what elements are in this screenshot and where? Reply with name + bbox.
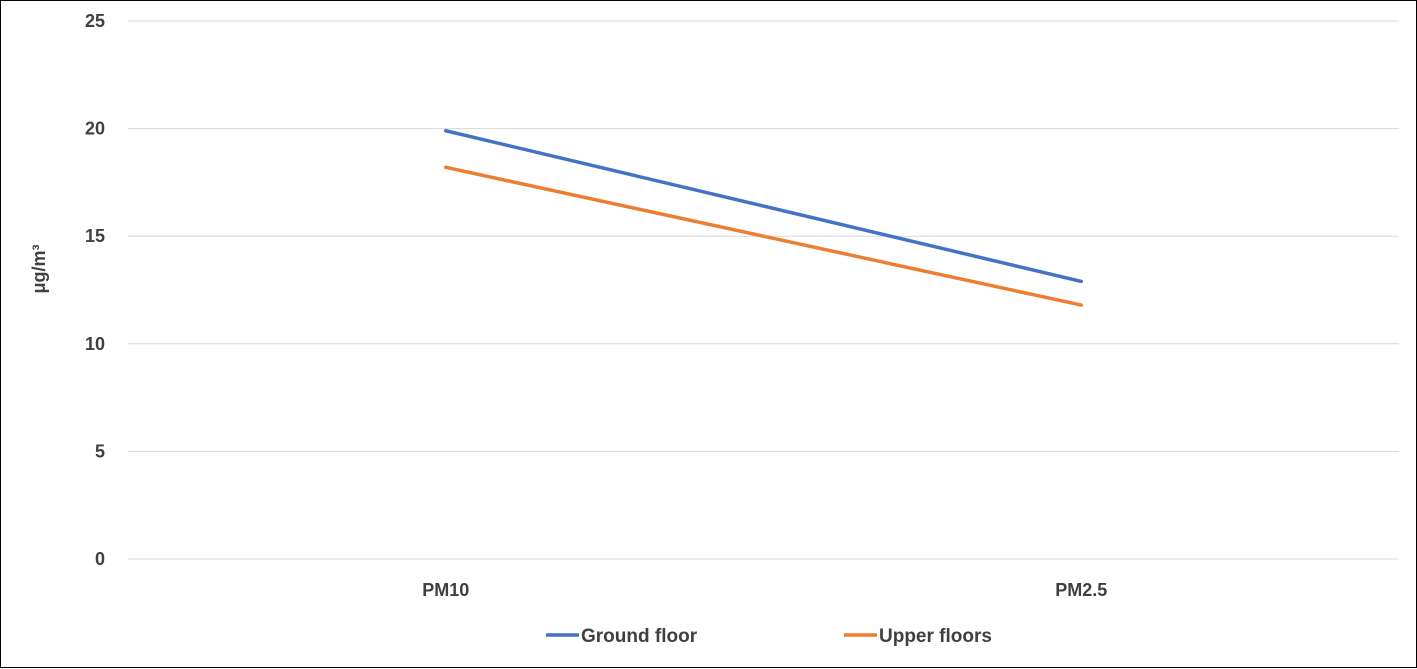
legend: Ground floor Upper floors	[546, 626, 992, 647]
y-tick-label: 5	[95, 441, 105, 461]
x-tick-label: PM10	[422, 580, 469, 600]
gridlines	[128, 20, 1399, 560]
y-tick-label: 20	[85, 119, 105, 139]
y-tick-label: 15	[85, 226, 105, 246]
y-axis-ticks: 0 5 10 15 20 25	[85, 11, 105, 569]
x-tick-label: PM2.5	[1055, 580, 1107, 600]
legend-label: Upper floors	[879, 626, 992, 647]
legend-label: Ground floor	[581, 626, 698, 647]
y-tick-label: 0	[95, 549, 105, 569]
x-axis-ticks: PM10 PM2.5	[422, 580, 1107, 600]
series-line-0	[444, 129, 1083, 284]
series-line-1	[444, 165, 1083, 307]
y-tick-label: 10	[85, 334, 105, 354]
y-axis-label: μg/m³	[29, 244, 49, 293]
y-tick-label: 25	[85, 11, 105, 31]
series-lines	[444, 129, 1083, 307]
